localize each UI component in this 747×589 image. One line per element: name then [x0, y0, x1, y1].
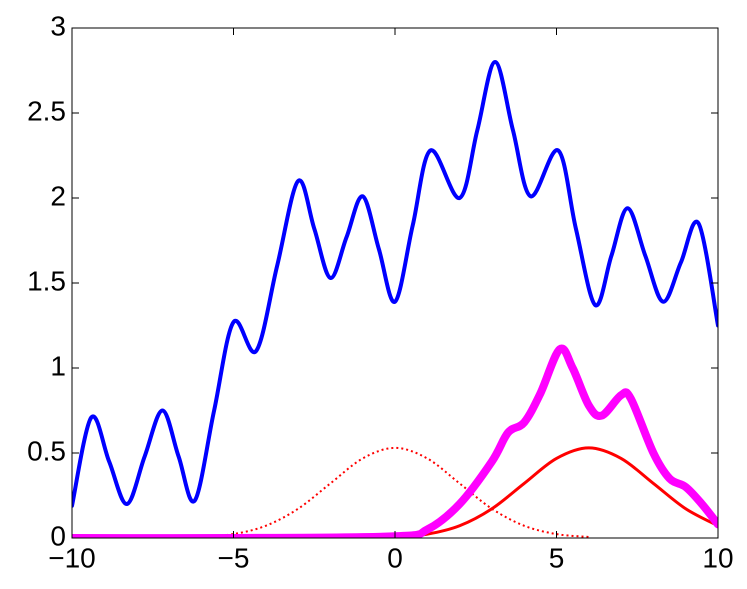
data-line: [201, 446, 589, 538]
y-tick-label: 0: [50, 520, 66, 551]
x-tick-label: 10: [702, 542, 733, 573]
y-tick-label: 2: [50, 180, 66, 211]
x-tick-label: 5: [549, 542, 565, 573]
y-tick-label: 1: [50, 350, 66, 381]
x-tick-label: −10: [48, 542, 96, 573]
data-line: [72, 60, 718, 508]
y-tick-label: 3: [50, 10, 66, 41]
y-tick-label: 2.5: [27, 95, 66, 126]
data-line: [72, 344, 718, 538]
plot-frame: [71, 27, 719, 539]
x-tick-label: −5: [218, 542, 250, 573]
data-line: [393, 446, 718, 538]
x-tick-label: 0: [387, 542, 403, 573]
y-tick-label: 0.5: [27, 435, 66, 466]
y-tick-label: 1.5: [27, 265, 66, 296]
